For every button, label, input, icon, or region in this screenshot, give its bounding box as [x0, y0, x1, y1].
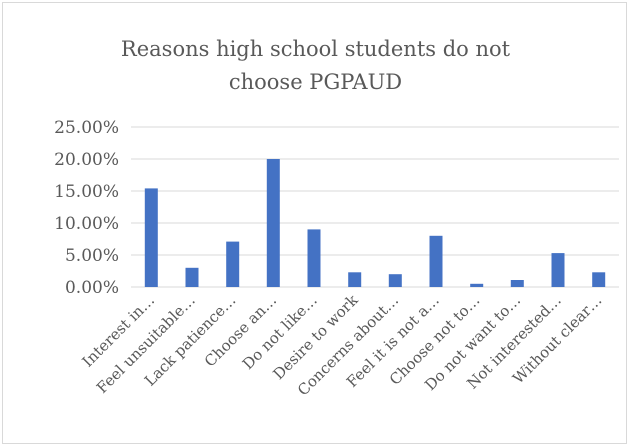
- chart-frame: Reasons high school students do not choo…: [2, 2, 627, 444]
- y-tick-label: 10.00%: [54, 214, 119, 234]
- y-axis-ticks: 0.00% 5.00% 10.00% 15.00% 20.00% 25.00%: [54, 118, 119, 298]
- bar-chart-plot: 0.00% 5.00% 10.00% 15.00% 20.00% 25.00% Inter…: [54, 118, 619, 399]
- bar: [470, 283, 484, 287]
- bar: [348, 272, 362, 287]
- chart-title-line-2: choose PGPAUD: [228, 70, 403, 94]
- bars: [144, 159, 606, 287]
- bar: [266, 159, 280, 287]
- bar: [551, 253, 565, 287]
- x-axis-labels: Interest in…Feel unsuitable…Lack patienc…: [79, 290, 606, 399]
- bar: [226, 241, 240, 287]
- bar: [307, 229, 321, 287]
- bar: [429, 235, 443, 287]
- y-tick-label: 25.00%: [54, 118, 119, 138]
- y-tick-label: 15.00%: [54, 182, 119, 202]
- gridlines: [131, 126, 619, 288]
- bar: [388, 274, 402, 287]
- bar: [510, 280, 524, 287]
- bar: [185, 267, 199, 287]
- bar: [592, 272, 606, 287]
- y-tick-label: 20.00%: [54, 150, 119, 170]
- y-tick-label: 0.00%: [65, 278, 119, 298]
- y-tick-label: 5.00%: [65, 246, 119, 266]
- bar: [144, 188, 158, 287]
- chart-title-line-1: Reasons high school students do not: [120, 37, 511, 61]
- chart-title: Reasons high school students do not choo…: [3, 33, 628, 99]
